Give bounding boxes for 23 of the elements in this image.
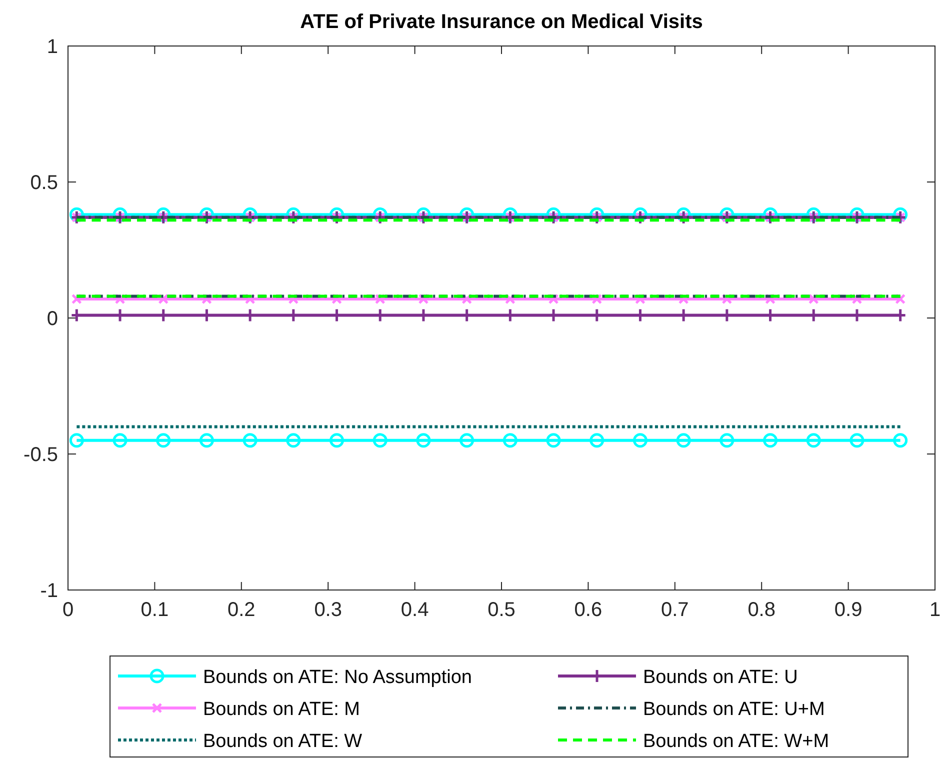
x-tick-label: 0.9 <box>834 599 862 621</box>
legend-label: Bounds on ATE: U+M <box>643 699 825 720</box>
legend-label: Bounds on ATE: No Assumption <box>203 667 472 688</box>
x-tick-label: 0.6 <box>574 599 602 621</box>
legend-label: Bounds on ATE: W <box>203 731 362 752</box>
x-tick-label: 0.8 <box>748 599 776 621</box>
x-tick-label: 1 <box>929 599 941 621</box>
x-tick-label: 0.1 <box>140 599 169 621</box>
chart-title: ATE of Private Insurance on Medical Visits <box>300 11 703 33</box>
x-tick-label: 0.2 <box>227 599 256 621</box>
y-tick-label: -1 <box>40 580 58 602</box>
legend-label: Bounds on ATE: M <box>203 699 360 720</box>
y-tick-label: 0 <box>46 308 58 330</box>
legend-label: Bounds on ATE: U <box>643 667 798 688</box>
x-tick-label: 0.4 <box>400 599 429 621</box>
y-tick-label: -0.5 <box>24 444 58 466</box>
x-tick-label: 0.5 <box>488 599 516 621</box>
x-tick-label: 0.7 <box>660 599 689 621</box>
x-tick-label: 0 <box>62 599 74 621</box>
y-tick-label: 0.5 <box>30 172 58 194</box>
x-tick-label: 0.3 <box>314 599 342 621</box>
legend-label: Bounds on ATE: W+M <box>643 731 830 752</box>
y-tick-label: 1 <box>46 36 58 58</box>
